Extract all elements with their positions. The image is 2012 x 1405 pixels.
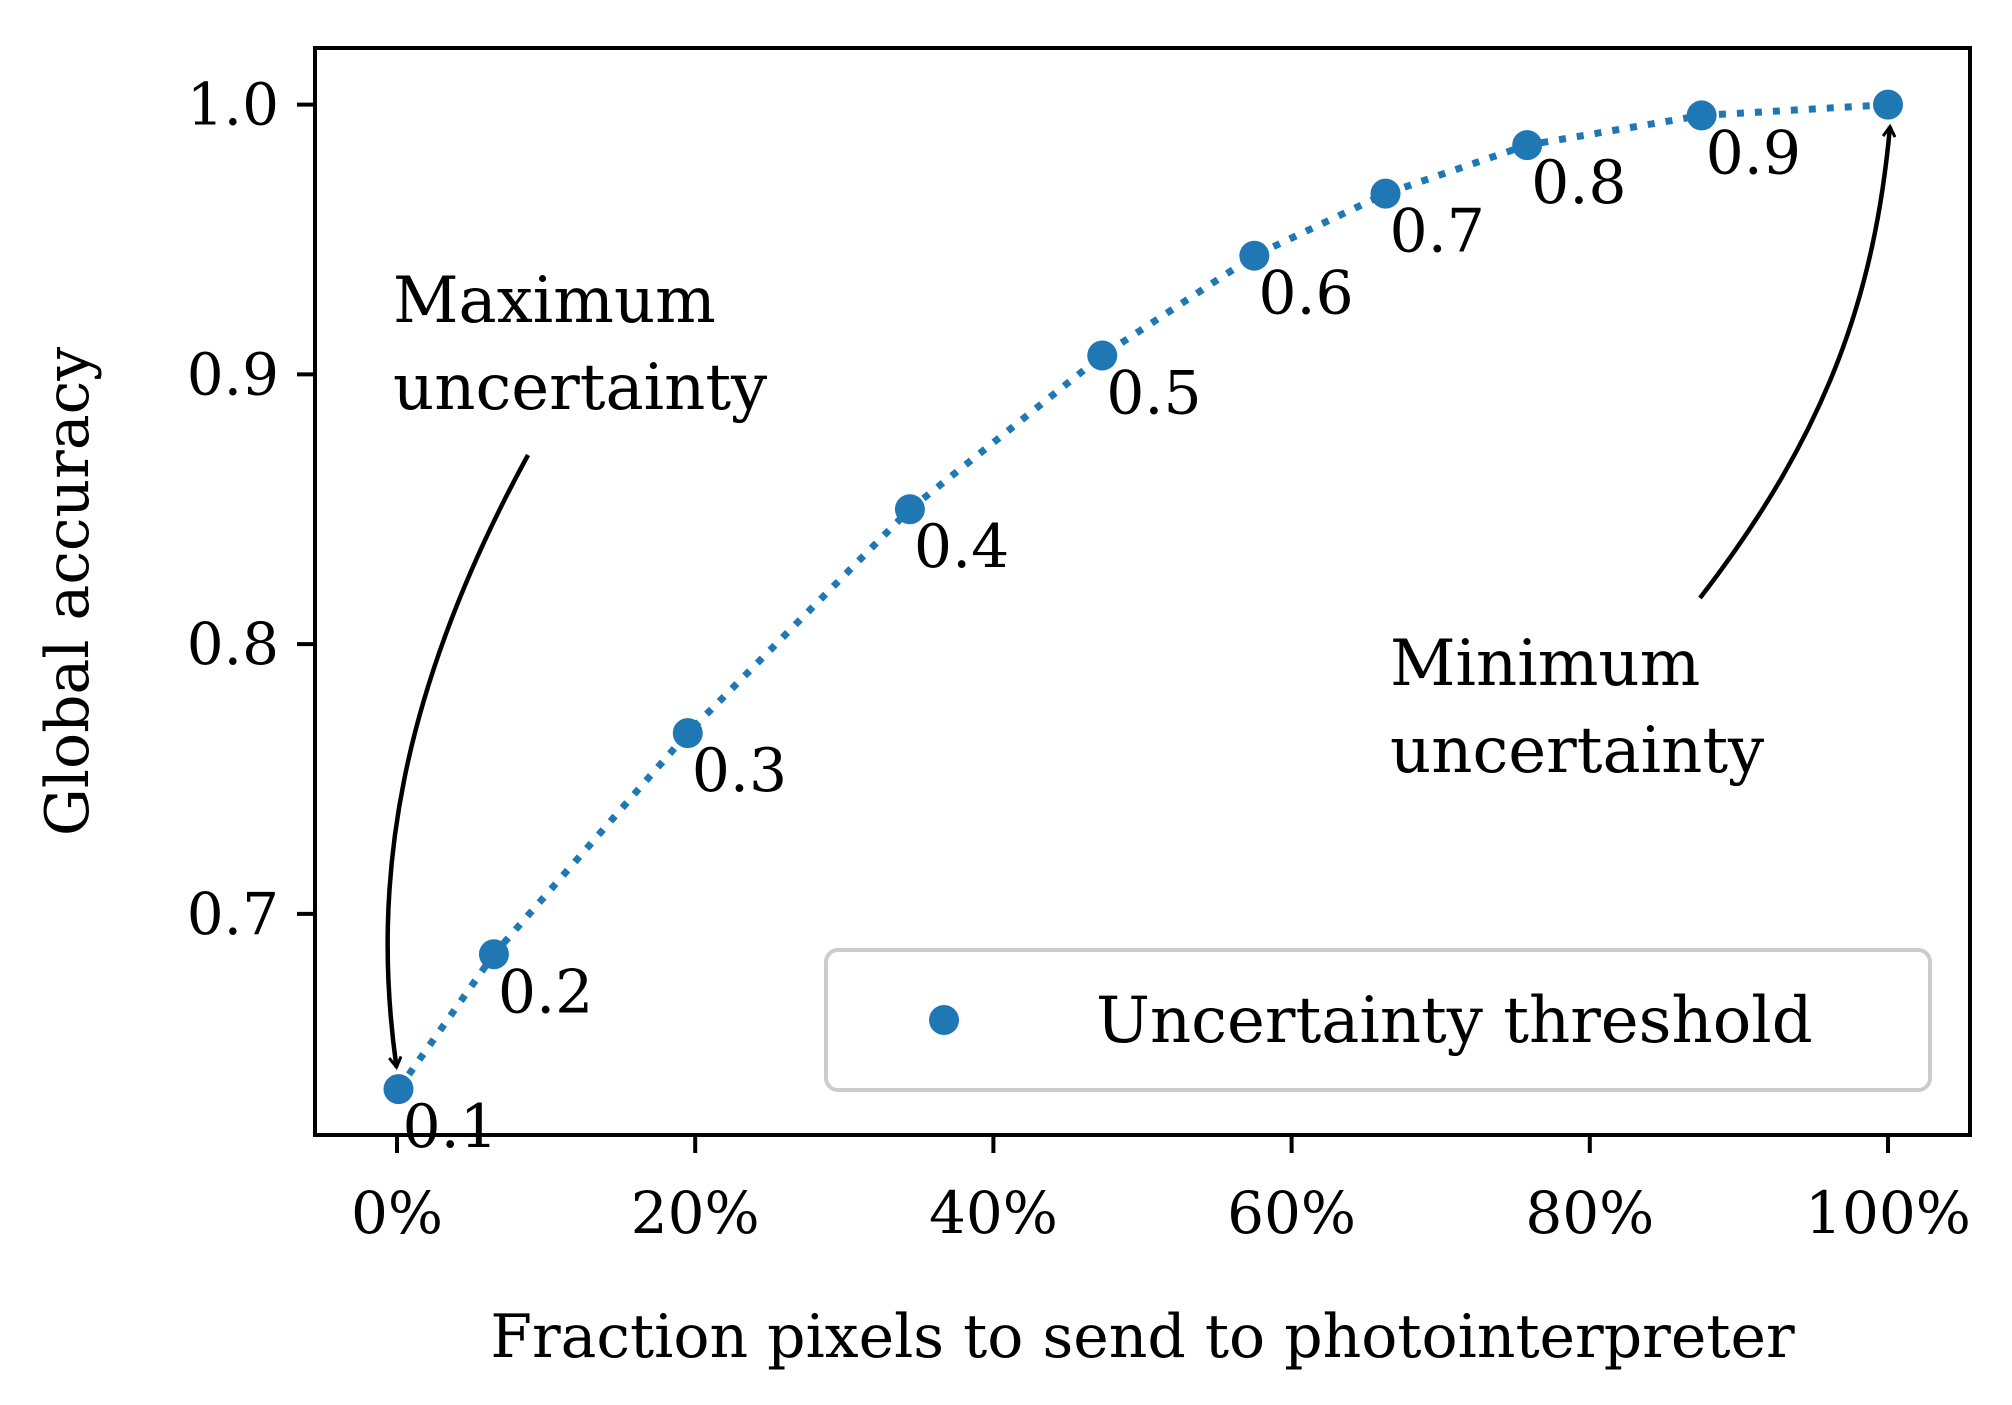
data-point xyxy=(1512,130,1543,161)
point-label: 0.4 xyxy=(914,512,1009,582)
plot-frame xyxy=(313,46,1972,1137)
legend-marker xyxy=(929,1005,959,1035)
point-label: 0.1 xyxy=(402,1092,497,1162)
legend-box xyxy=(824,948,1932,1092)
point-label: 0.2 xyxy=(498,957,593,1027)
data-point xyxy=(1370,178,1401,209)
data-point xyxy=(1239,240,1270,271)
data-point xyxy=(1872,89,1903,120)
annotation-arrow xyxy=(385,453,530,1067)
y-tick-label: 0.7 xyxy=(187,880,279,948)
x-tick-label: 60% xyxy=(1227,1179,1356,1247)
point-label: 0.8 xyxy=(1531,148,1626,218)
data-point xyxy=(478,939,509,970)
point-label: 0.6 xyxy=(1258,259,1353,329)
point-label: 0.9 xyxy=(1706,118,1801,188)
y-tick-label: 0.8 xyxy=(187,610,279,678)
annotation-text: uncertainty xyxy=(1390,714,1764,788)
annotation-arrow xyxy=(1698,127,1890,600)
x-tick-label: 20% xyxy=(631,1179,760,1247)
annotation-text: Minimum xyxy=(1390,627,1700,701)
x-tick-label: 0% xyxy=(351,1179,443,1247)
x-axis-label: Fraction pixels to send to photointerpre… xyxy=(490,1302,1795,1372)
x-tick-label: 40% xyxy=(929,1179,1058,1247)
annotation-text: Maximum xyxy=(393,264,716,338)
data-point xyxy=(383,1074,414,1105)
annotation-text: uncertainty xyxy=(393,351,767,425)
point-label: 0.3 xyxy=(692,736,787,806)
series-line xyxy=(395,101,1889,1092)
y-tick-label: 0.9 xyxy=(187,340,279,408)
y-axis-label: Global accuracy xyxy=(33,347,103,836)
data-point xyxy=(1087,340,1118,371)
data-point xyxy=(1686,100,1717,131)
legend-label: Uncertainty threshold xyxy=(1096,984,1813,1058)
y-tick-label: 1.0 xyxy=(187,71,279,139)
x-tick-label: 80% xyxy=(1525,1179,1654,1247)
point-label: 0.5 xyxy=(1106,358,1201,428)
x-tick-label: 100% xyxy=(1805,1179,1971,1247)
data-point xyxy=(894,494,925,525)
point-label: 0.7 xyxy=(1390,197,1485,267)
data-point xyxy=(672,718,703,749)
